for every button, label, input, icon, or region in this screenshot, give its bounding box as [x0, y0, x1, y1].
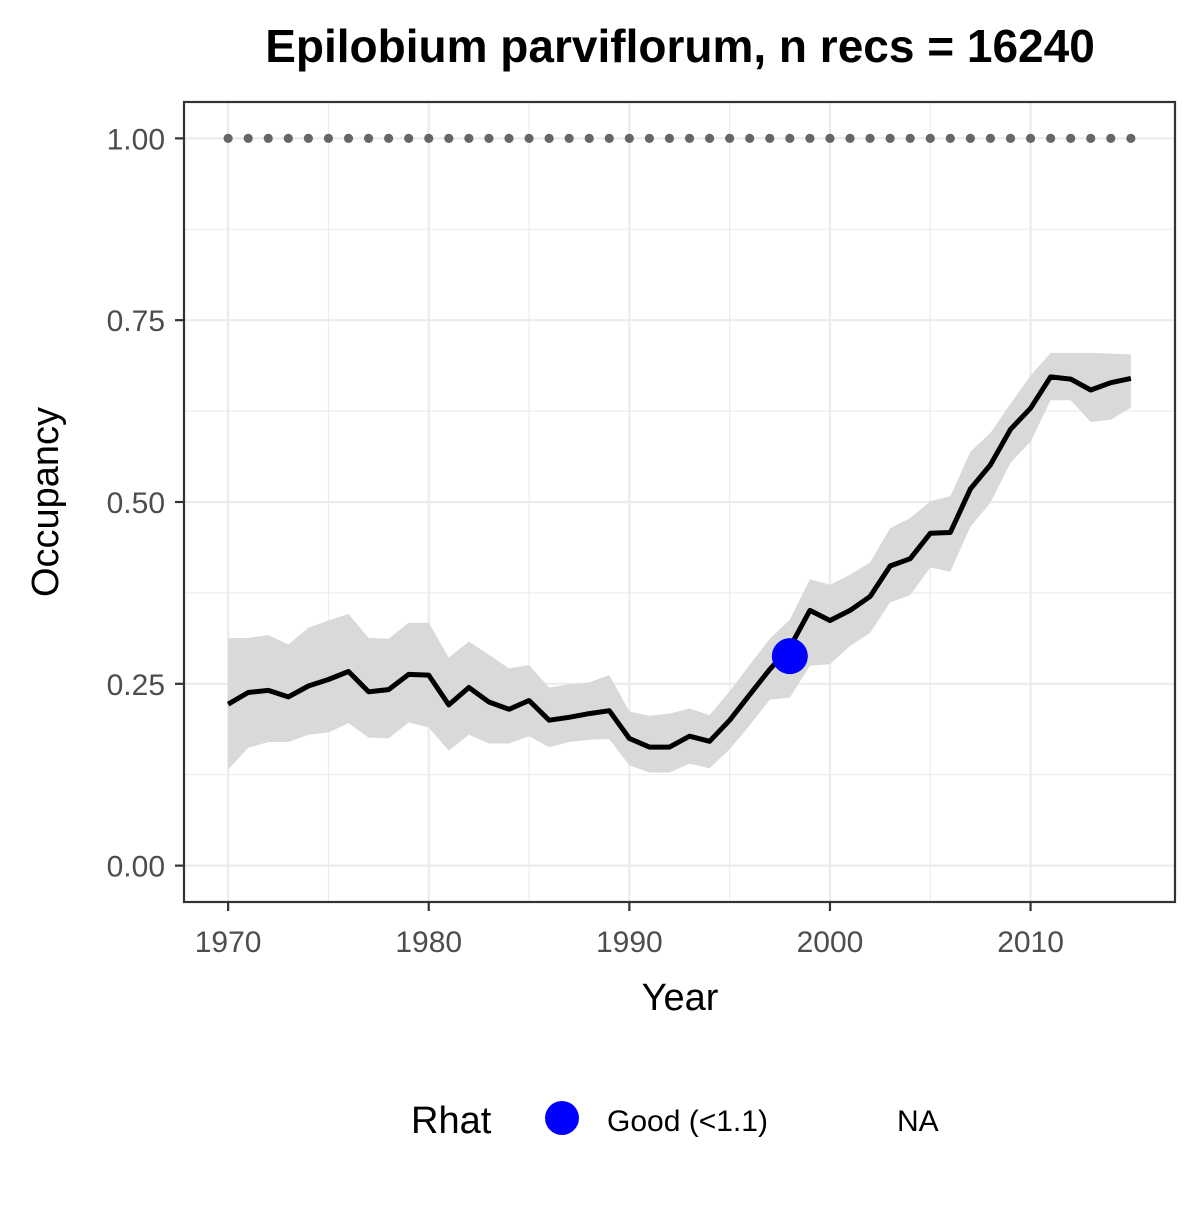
reference-dot [644, 133, 655, 143]
reference-dot [1025, 133, 1036, 143]
reference-dot [684, 133, 695, 143]
chart-title: Epilobium parviflorum, n recs = 16240 [265, 20, 1095, 72]
legend-title: Rhat [411, 1100, 492, 1142]
reference-dot [865, 133, 875, 143]
reference-dot [825, 133, 835, 143]
reference-dot [424, 133, 434, 143]
reference-dot [484, 133, 494, 143]
reference-dot [765, 133, 775, 143]
legend-label-good: Good (<1.1) [607, 1105, 768, 1138]
reference-dot [584, 133, 594, 143]
reference-dot [1126, 133, 1136, 143]
reference-dot [624, 133, 634, 143]
reference-dot [303, 133, 313, 143]
reference-dot [283, 133, 293, 143]
y-tick-label: 0.50 [107, 487, 165, 520]
legend-key-good [545, 1101, 579, 1135]
reference-dot [544, 133, 554, 143]
legend-label-na: NA [897, 1105, 939, 1138]
plot-area: 1970 1980 1990 2000 2010 0.00 0.25 0.50 0.75 1.00 [107, 100, 1177, 959]
reference-dot [1066, 133, 1076, 143]
reference-dot [384, 133, 394, 143]
reference-dot [785, 133, 795, 143]
reference-dot [504, 133, 514, 143]
y-tick-label: 0.75 [107, 305, 165, 338]
reference-dot [1106, 133, 1116, 143]
confidence-ribbon [228, 352, 1131, 773]
x-axis-title: Year [642, 977, 719, 1019]
legend: Rhat Good (<1.1) NA [411, 1100, 939, 1142]
reference-dot [1086, 133, 1096, 143]
y-tick-label: 1.00 [107, 123, 165, 156]
reference-dot [243, 133, 253, 143]
x-tick-label: 1980 [395, 926, 462, 959]
reference-dot [704, 133, 715, 143]
reference-dot [925, 133, 935, 143]
reference-dot [524, 133, 534, 143]
reference-dot [323, 133, 334, 143]
reference-dot [985, 133, 996, 143]
y-axis-title: Occupancy [25, 407, 67, 597]
occupancy-line [226, 374, 1132, 750]
reference-dot [343, 133, 354, 143]
reference-dot [1046, 133, 1056, 143]
reference-dot [805, 133, 815, 143]
reference-dot [965, 133, 975, 143]
reference-dot [945, 133, 955, 143]
reference-dot [444, 133, 454, 143]
reference-dot [664, 133, 675, 143]
reference-dot [223, 133, 233, 143]
reference-dot [725, 133, 735, 143]
y-tick-label: 0.25 [107, 669, 165, 702]
reference-dot [845, 133, 855, 143]
reference-dot [1005, 133, 1016, 143]
reference-dot [404, 133, 414, 143]
reference-dot [464, 133, 474, 143]
x-tick-label: 1970 [195, 926, 262, 959]
reference-dot [745, 133, 755, 143]
reference-dot [604, 133, 614, 143]
reference-dot [905, 133, 915, 143]
x-tick-label: 1990 [596, 926, 663, 959]
rhat-point [771, 638, 808, 675]
x-tick-label: 2010 [997, 926, 1064, 959]
y-tick-label: 0.00 [107, 851, 165, 884]
reference-dot [263, 133, 273, 143]
reference-dot [363, 133, 374, 143]
reference-dot [885, 133, 895, 143]
x-tick-label: 2000 [797, 926, 864, 959]
reference-dot [564, 133, 574, 143]
